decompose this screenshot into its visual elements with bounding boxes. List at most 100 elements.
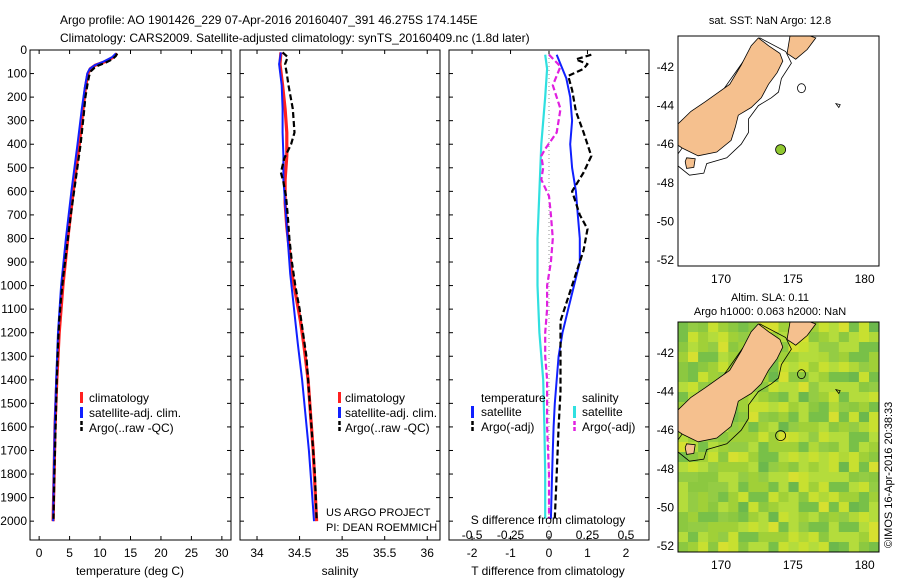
sla-cell <box>758 412 769 423</box>
lines-layer <box>51 50 593 540</box>
sla-cell <box>798 472 810 483</box>
seamount-contour <box>834 102 841 109</box>
map-x-tick-label: 170 <box>711 558 731 572</box>
sla-cell <box>738 452 749 463</box>
sla-cell <box>848 392 860 403</box>
sla-cell <box>758 502 769 513</box>
sla-cell <box>688 382 699 393</box>
sla-cell <box>869 422 879 433</box>
sla-cell <box>718 502 729 513</box>
sla-cell <box>818 472 830 483</box>
sla-cell <box>718 462 729 473</box>
x-tick-label: 35.5 <box>373 546 397 560</box>
sla-cell <box>778 452 790 463</box>
sla-cell <box>758 402 769 413</box>
sla-cell <box>848 442 860 453</box>
sla-cell <box>708 322 719 333</box>
sst-map-title: sat. SST: NaN Argo: 12.8 <box>709 15 831 27</box>
sla-cell <box>848 482 860 493</box>
sla-cell <box>688 472 699 483</box>
sla-cell <box>818 342 830 353</box>
sla-cell <box>738 462 749 473</box>
sla-cell <box>808 502 820 513</box>
sla-cell <box>848 502 860 513</box>
sla-cell <box>858 412 870 423</box>
project-label: US ARGO PROJECT <box>326 507 431 519</box>
sla-cell <box>778 502 790 513</box>
sla-cell <box>728 542 739 552</box>
sla-cell <box>698 362 709 373</box>
sla-cell <box>808 382 820 393</box>
sla-cell <box>708 342 719 353</box>
sla-cell <box>798 422 810 433</box>
sla-cell <box>768 512 780 523</box>
sla-cell <box>788 382 800 393</box>
y-tick-label: 600 <box>7 184 27 198</box>
sla-cell <box>758 482 769 493</box>
sla-cell <box>808 532 820 543</box>
sla-cell <box>858 502 870 513</box>
sla-cell <box>738 492 749 503</box>
sla-cell <box>848 512 860 523</box>
sla-cell <box>718 322 729 333</box>
sla-cell <box>838 542 850 552</box>
series-line-s-satellite <box>536 54 549 519</box>
sst-map-land <box>678 36 841 176</box>
sla-cell <box>768 432 780 443</box>
sla-cell <box>758 472 769 483</box>
sla-cell <box>808 482 820 493</box>
sla-cell <box>758 452 769 463</box>
sla-cell <box>818 452 830 463</box>
series-group <box>51 52 119 522</box>
sla-cell <box>848 332 860 343</box>
sla-cell <box>778 472 790 483</box>
seamount-contour <box>797 369 806 380</box>
sla-cell <box>808 372 820 383</box>
y-tick-label: 1600 <box>0 420 27 434</box>
sla-map-title-1: Altim. SLA: 0.11 <box>731 292 809 304</box>
sla-cell <box>728 342 739 353</box>
sla-cell <box>718 332 729 343</box>
sla-cell <box>728 452 739 463</box>
sla-cell <box>808 362 820 373</box>
sla-cell <box>848 532 860 543</box>
sla-cell <box>698 542 709 552</box>
series-line-t-argo-adj- <box>553 53 593 519</box>
sla-cell <box>818 482 830 493</box>
sla-cell <box>738 472 749 483</box>
sla-cell <box>788 452 800 463</box>
sla-cell <box>768 322 780 333</box>
sla-cell <box>858 322 870 333</box>
legend-label-satellite: satellite-adj. clim. <box>89 406 181 420</box>
sla-cell <box>798 542 810 552</box>
sla-cell <box>688 522 699 533</box>
sla-cell <box>698 482 709 493</box>
sla-cell <box>798 432 810 443</box>
y-tick-label: 900 <box>7 255 27 269</box>
sla-cell <box>718 482 729 493</box>
sla-cell <box>728 482 739 493</box>
sla-cell <box>718 432 729 443</box>
map-y-tick-label: -48 <box>657 462 675 476</box>
legend-label-t-argo: Argo(-adj) <box>481 420 534 434</box>
sla-cell <box>678 512 689 523</box>
legend-swatch-t-satellite <box>471 406 474 418</box>
sla-cell <box>838 352 850 363</box>
sla-cell <box>748 392 759 403</box>
sla-cell <box>808 542 820 552</box>
x-tick-label: 0 <box>546 546 553 560</box>
sla-cell <box>798 512 810 523</box>
sla-cell <box>808 442 820 453</box>
map-y-tick-label: -42 <box>657 60 675 74</box>
sla-cell <box>818 352 830 363</box>
sla-cell <box>838 502 850 513</box>
sla-cell <box>798 372 810 383</box>
difference-top-label: S difference from climatology <box>471 513 626 527</box>
sla-cell <box>748 512 759 523</box>
sla-cell <box>848 542 860 552</box>
sla-cell <box>838 372 850 383</box>
sla-cell <box>869 532 879 543</box>
sla-cell <box>708 452 719 463</box>
sla-cell <box>858 442 870 453</box>
